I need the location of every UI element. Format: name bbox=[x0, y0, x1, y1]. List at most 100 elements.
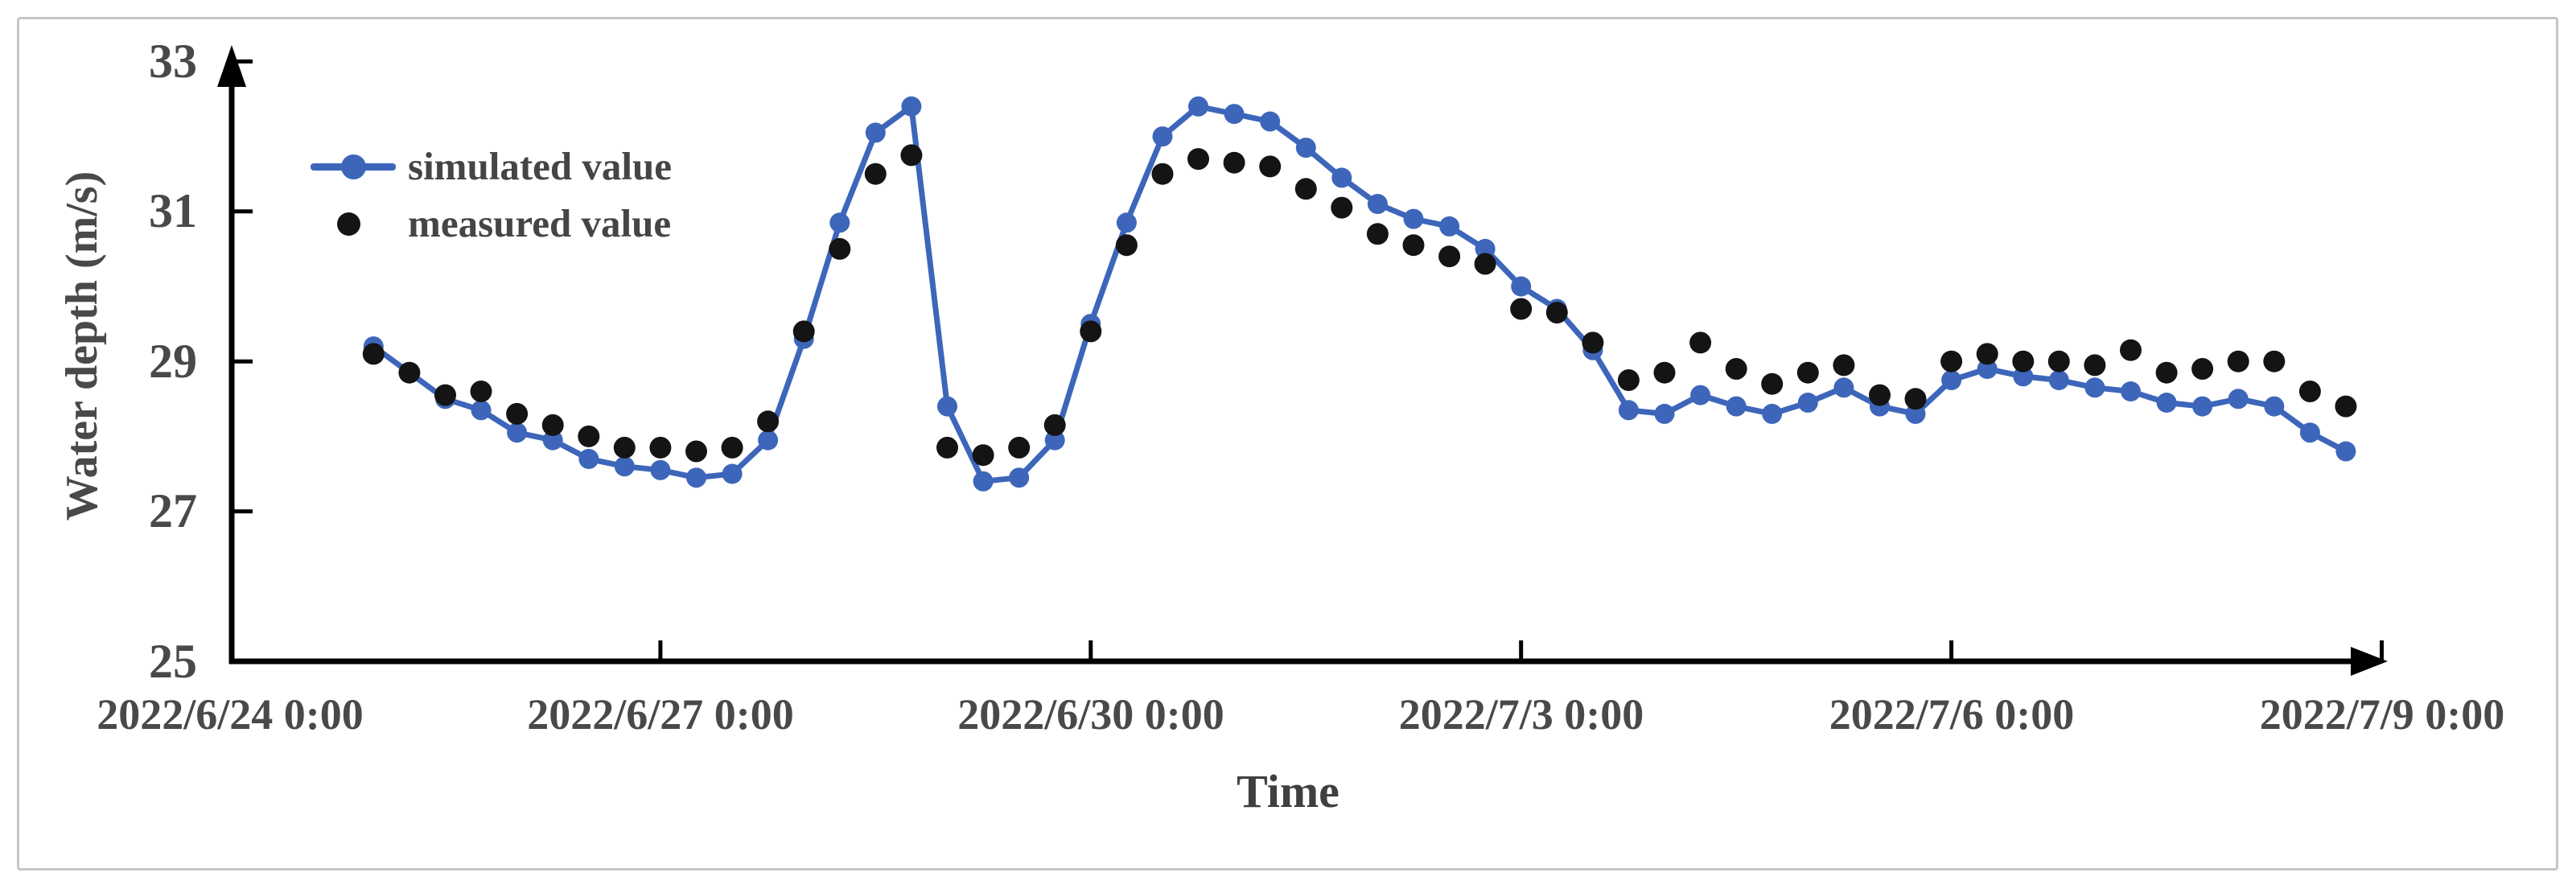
simulated-series-marker bbox=[1403, 208, 1424, 229]
measured-series-marker bbox=[1080, 320, 1102, 343]
measured-series-marker bbox=[936, 436, 958, 459]
measured-series-marker bbox=[541, 414, 564, 436]
y-tick-label-29: 29 bbox=[149, 335, 197, 388]
legend-item-simulated: simulated value bbox=[311, 137, 672, 196]
measured-series-marker bbox=[2047, 350, 2070, 372]
x-tick-label-2022-6-24: 2022/6/24 0:00 bbox=[97, 690, 364, 739]
measured-series-marker bbox=[1653, 361, 1676, 384]
y-tick-label-33: 33 bbox=[149, 35, 197, 88]
simulated-series-marker bbox=[1797, 393, 1818, 413]
simulated-series-marker bbox=[2121, 381, 2141, 401]
simulated-series-marker bbox=[1116, 212, 1137, 233]
measured-series-marker bbox=[1869, 384, 1891, 406]
measured-series-marker bbox=[613, 436, 636, 459]
measured-series-marker bbox=[1474, 253, 1496, 275]
measured-series-marker bbox=[2191, 358, 2214, 380]
measured-series-marker bbox=[2298, 381, 2321, 402]
x-tick-label-2022-7-9: 2022/7/9 0:00 bbox=[2259, 690, 2505, 739]
measured-series-marker bbox=[1259, 155, 1282, 178]
simulated-series-marker bbox=[1726, 396, 1747, 417]
legend-label-simulated: simulated value bbox=[408, 144, 673, 188]
simulated-series-marker bbox=[542, 430, 563, 451]
simulated-series-marker bbox=[1224, 104, 1245, 125]
measured-series-marker bbox=[1725, 358, 1747, 380]
measured-series-marker bbox=[685, 440, 707, 463]
simulated-series-marker bbox=[1762, 403, 1783, 424]
simulated-series-marker bbox=[1977, 359, 1998, 379]
legend-item-measured: measured value bbox=[311, 194, 671, 253]
simulated-series-marker bbox=[901, 96, 922, 117]
measured-series-marker bbox=[2120, 339, 2142, 361]
measured-series-marker bbox=[398, 361, 421, 384]
simulated-series-marker bbox=[865, 122, 886, 143]
legend-label-measured: measured value bbox=[408, 201, 672, 245]
measured-series-marker bbox=[1151, 163, 1174, 185]
simulated-series-marker bbox=[1439, 216, 1460, 237]
simulated-series-marker bbox=[1654, 403, 1675, 424]
measured-series-marker bbox=[792, 320, 815, 343]
simulated-series-marker bbox=[578, 448, 599, 469]
x-tick-label-2022-6-30: 2022/6/30 0:00 bbox=[957, 690, 1224, 739]
measured-series-marker bbox=[1402, 234, 1425, 257]
simulated-series-marker bbox=[722, 463, 743, 484]
measured-series-marker bbox=[1008, 436, 1031, 459]
y-tick-label-25: 25 bbox=[149, 635, 197, 688]
measured-series-marker bbox=[972, 444, 994, 467]
measured-dot-icon bbox=[311, 194, 401, 253]
simulated-series-marker bbox=[614, 456, 635, 477]
measured-series-marker bbox=[1223, 151, 1245, 174]
simulated-series-marker bbox=[650, 459, 671, 480]
simulated-series-marker bbox=[937, 396, 957, 417]
simulated-series-marker bbox=[1905, 403, 1926, 424]
measured-series-marker bbox=[1331, 196, 1353, 219]
y-axis-arrow bbox=[217, 45, 246, 87]
simulated-series-marker bbox=[2013, 366, 2034, 387]
simulated-series-marker bbox=[1260, 111, 1281, 132]
measured-series-marker bbox=[757, 410, 780, 433]
measured-series-marker bbox=[470, 381, 492, 402]
measured-series-marker bbox=[1115, 234, 1138, 257]
simulated-series-marker bbox=[686, 467, 706, 488]
measured-series-marker bbox=[1510, 298, 1533, 320]
simulated-series-marker bbox=[829, 212, 850, 233]
measured-series-marker bbox=[2084, 354, 2106, 377]
simulated-series-marker bbox=[1618, 400, 1639, 421]
measured-series-marker bbox=[1833, 354, 1855, 377]
x-tick-label-2022-7-3: 2022/7/3 0:00 bbox=[1398, 690, 1644, 739]
measured-series-marker bbox=[649, 436, 672, 459]
simulated-series-marker bbox=[1690, 385, 1711, 405]
measured-series-marker bbox=[1043, 414, 1066, 436]
simulated-series-marker bbox=[1367, 194, 1388, 214]
simulated-series-marker bbox=[2228, 389, 2249, 410]
measured-series-marker bbox=[506, 402, 529, 425]
measured-series-marker bbox=[1582, 331, 1604, 354]
measured-series-marker bbox=[1187, 148, 1209, 171]
measured-series-marker bbox=[864, 163, 887, 185]
measured-series-marker bbox=[2155, 361, 2178, 384]
measured-series-marker bbox=[1940, 350, 1963, 372]
simulated-series-marker bbox=[758, 430, 779, 451]
simulated-series-marker bbox=[1009, 467, 1030, 488]
simulated-series-marker bbox=[1331, 167, 1352, 188]
measured-series-marker bbox=[2335, 395, 2357, 418]
simulated-series-marker bbox=[2192, 396, 2213, 417]
measured-series-marker bbox=[900, 144, 923, 167]
simulated-series-marker bbox=[1295, 138, 1316, 158]
measured-series-marker bbox=[1904, 388, 1927, 410]
simulated-series-marker bbox=[1044, 430, 1065, 451]
simulated-series-marker bbox=[2264, 396, 2285, 417]
simulated-series-marker bbox=[471, 400, 492, 421]
measured-series-marker bbox=[1689, 331, 1712, 354]
simulated-series-marker bbox=[2335, 441, 2356, 462]
measured-series-marker bbox=[1366, 223, 1389, 245]
simulated-series-marker bbox=[507, 422, 528, 443]
measured-series-marker bbox=[1976, 343, 1998, 365]
simulated-series-marker bbox=[1152, 126, 1173, 147]
simulated-series-marker bbox=[1511, 276, 1532, 297]
measured-series-marker bbox=[1761, 372, 1784, 395]
x-axis-arrow bbox=[2351, 647, 2388, 676]
measured-series-marker bbox=[2012, 350, 2035, 372]
measured-series-marker bbox=[2227, 350, 2249, 372]
